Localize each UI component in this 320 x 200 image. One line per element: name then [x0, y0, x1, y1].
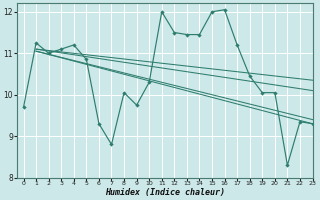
X-axis label: Humidex (Indice chaleur): Humidex (Indice chaleur)	[105, 188, 225, 197]
